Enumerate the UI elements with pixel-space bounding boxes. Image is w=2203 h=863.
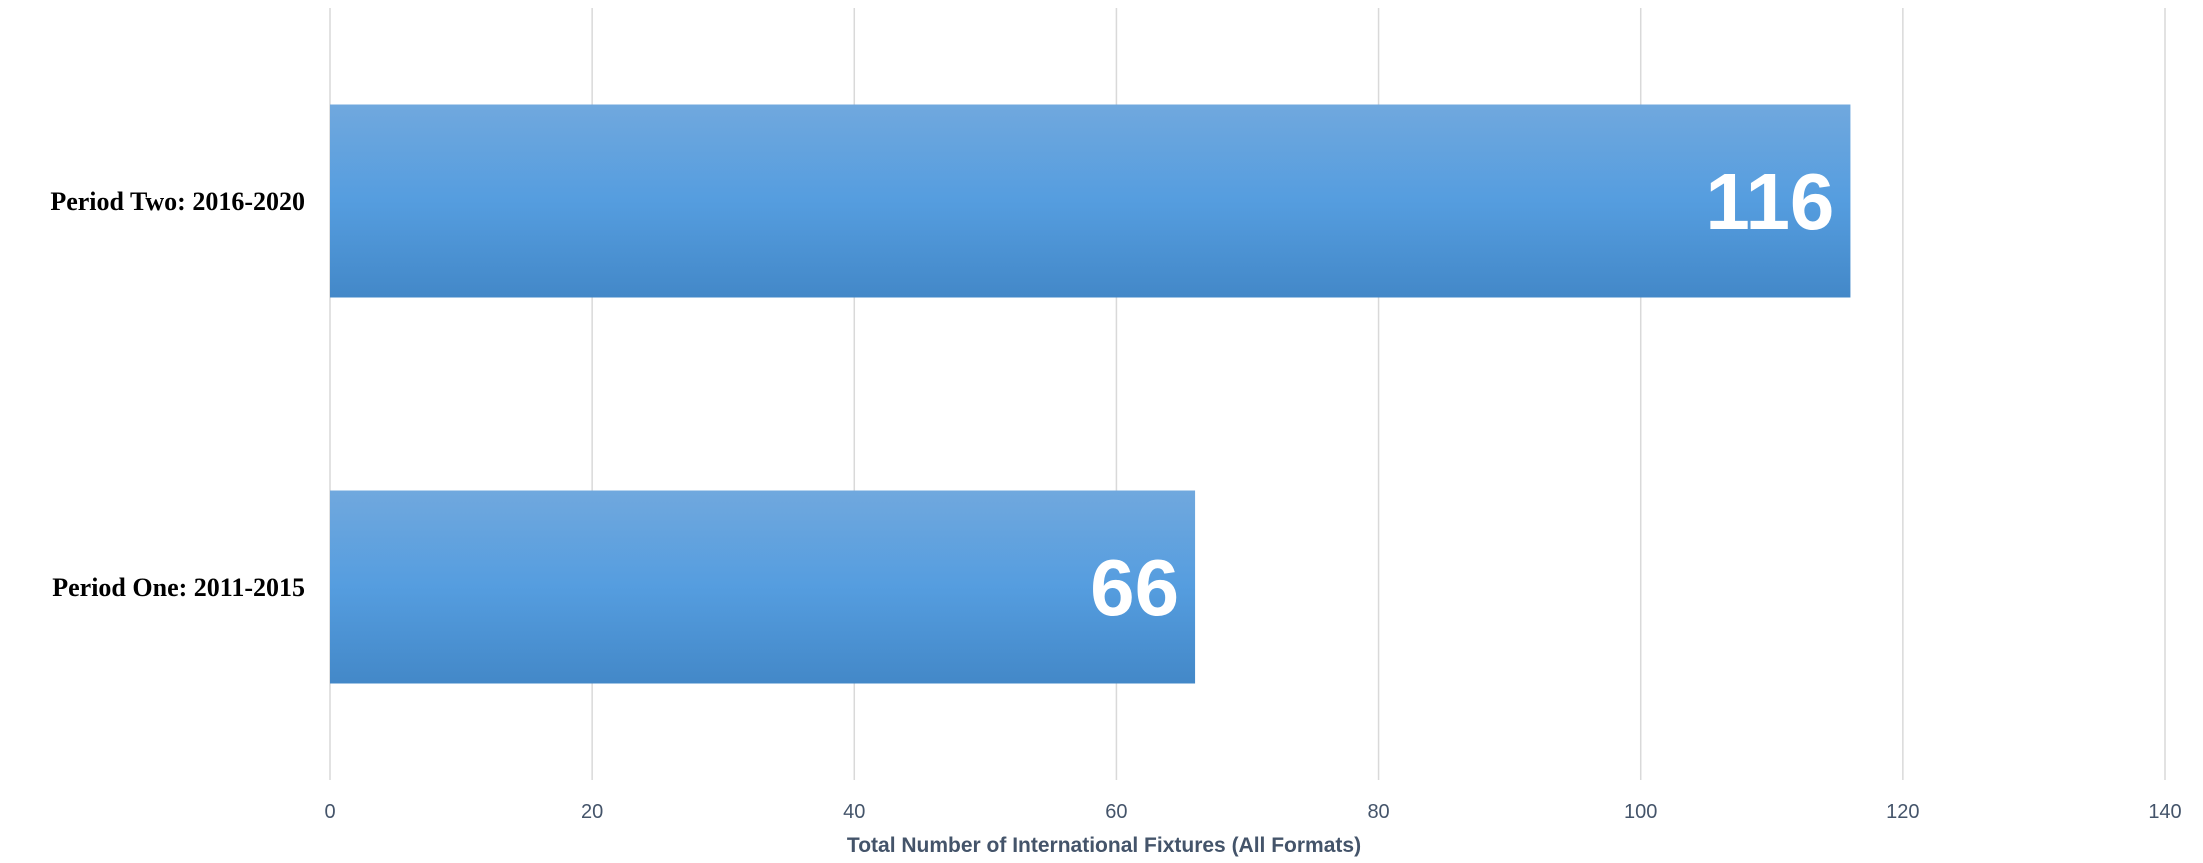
x-tick-label: 0 [324,801,335,823]
bar-2 [330,104,1851,298]
bar-data-label: 116 [1705,157,1834,246]
bars: 66 116 [330,104,1851,684]
x-tick-label: 20 [581,801,603,823]
bar-data-label: 66 [1090,543,1179,632]
x-tick-label: 80 [1367,801,1389,823]
bar-1 [330,490,1196,684]
x-tick-label: 100 [1624,801,1657,823]
category-label: Period One: 2011-2015 [52,573,305,602]
y-axis-categories: Period One: 2011-2015 Period Two: 2016-20… [50,187,305,602]
category-label: Period Two: 2016-2020 [50,187,305,216]
x-axis-title: Total Number of International Fixtures (… [847,834,1361,857]
x-tick-label: 40 [843,801,865,823]
x-tick-label: 120 [1886,801,1919,823]
x-tick-label: 60 [1105,801,1127,823]
x-axis-ticks: 0 20 40 60 80 100 120 140 [324,801,2181,823]
x-tick-label: 140 [2148,801,2181,823]
